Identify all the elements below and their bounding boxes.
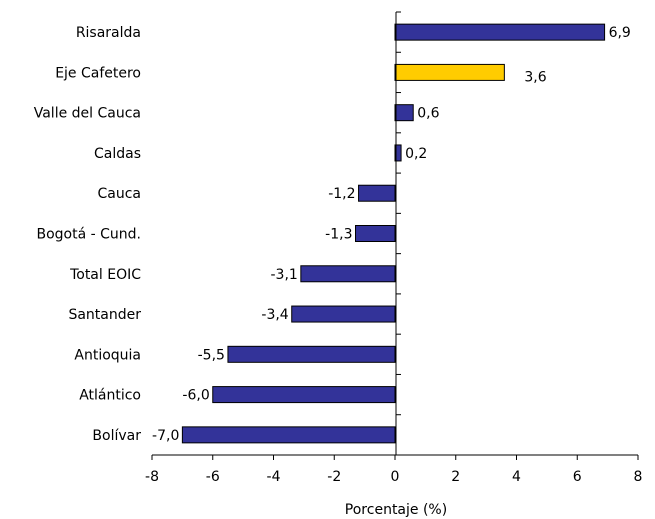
bar (394, 23, 606, 41)
bar (181, 426, 396, 444)
x-tick-label: -6 (206, 469, 220, 485)
bars-layer (181, 23, 606, 444)
data-label: -5,5 (198, 347, 225, 363)
data-label: -6,0 (182, 388, 209, 404)
data-label: -1,3 (325, 227, 352, 243)
category-label: Bogotá - Cund. (36, 227, 141, 243)
x-tick-label: 8 (634, 469, 643, 485)
x-tick-label: -8 (145, 469, 159, 485)
labels-layer: Risaralda 6,9 Eje Cafetero 3,6 Valle del Cau… (34, 25, 643, 485)
bar (355, 225, 396, 242)
category-label: Bolívar (92, 428, 141, 444)
bar (394, 104, 414, 122)
data-label: -7,0 (152, 428, 179, 444)
category-label: Santander (68, 307, 141, 323)
x-tick-label: 0 (391, 469, 400, 485)
bar (212, 386, 396, 404)
x-axis-title: Porcentaje (%) (345, 502, 447, 518)
bar (358, 184, 396, 202)
category-label: Eje Cafetero (55, 65, 141, 81)
category-label: Atlántico (79, 388, 141, 404)
bar (291, 305, 396, 323)
bar (300, 265, 396, 283)
category-label: Cauca (97, 186, 141, 202)
category-label: Antioquia (74, 347, 141, 363)
x-tick-label: -4 (267, 469, 281, 485)
category-label: Risaralda (76, 25, 141, 41)
bar (394, 144, 402, 162)
data-label: -1,2 (328, 186, 355, 202)
data-label: 0,6 (417, 106, 439, 122)
bar (394, 63, 505, 81)
bar (227, 345, 396, 363)
axis-layer (151, 11, 639, 460)
data-label: 6,9 (609, 25, 631, 41)
data-label: 3,6 (524, 69, 546, 85)
category-label: Total EOIC (69, 267, 141, 283)
x-tick-label: 4 (512, 469, 521, 485)
category-label: Caldas (94, 146, 141, 162)
x-tick-label: 2 (451, 469, 460, 485)
category-label: Valle del Cauca (34, 106, 141, 122)
data-label: -3,1 (271, 267, 298, 283)
data-label: 0,2 (405, 146, 427, 162)
data-label: -3,4 (261, 307, 288, 323)
x-tick-label: -2 (327, 469, 341, 485)
x-tick-label: 6 (573, 469, 582, 485)
